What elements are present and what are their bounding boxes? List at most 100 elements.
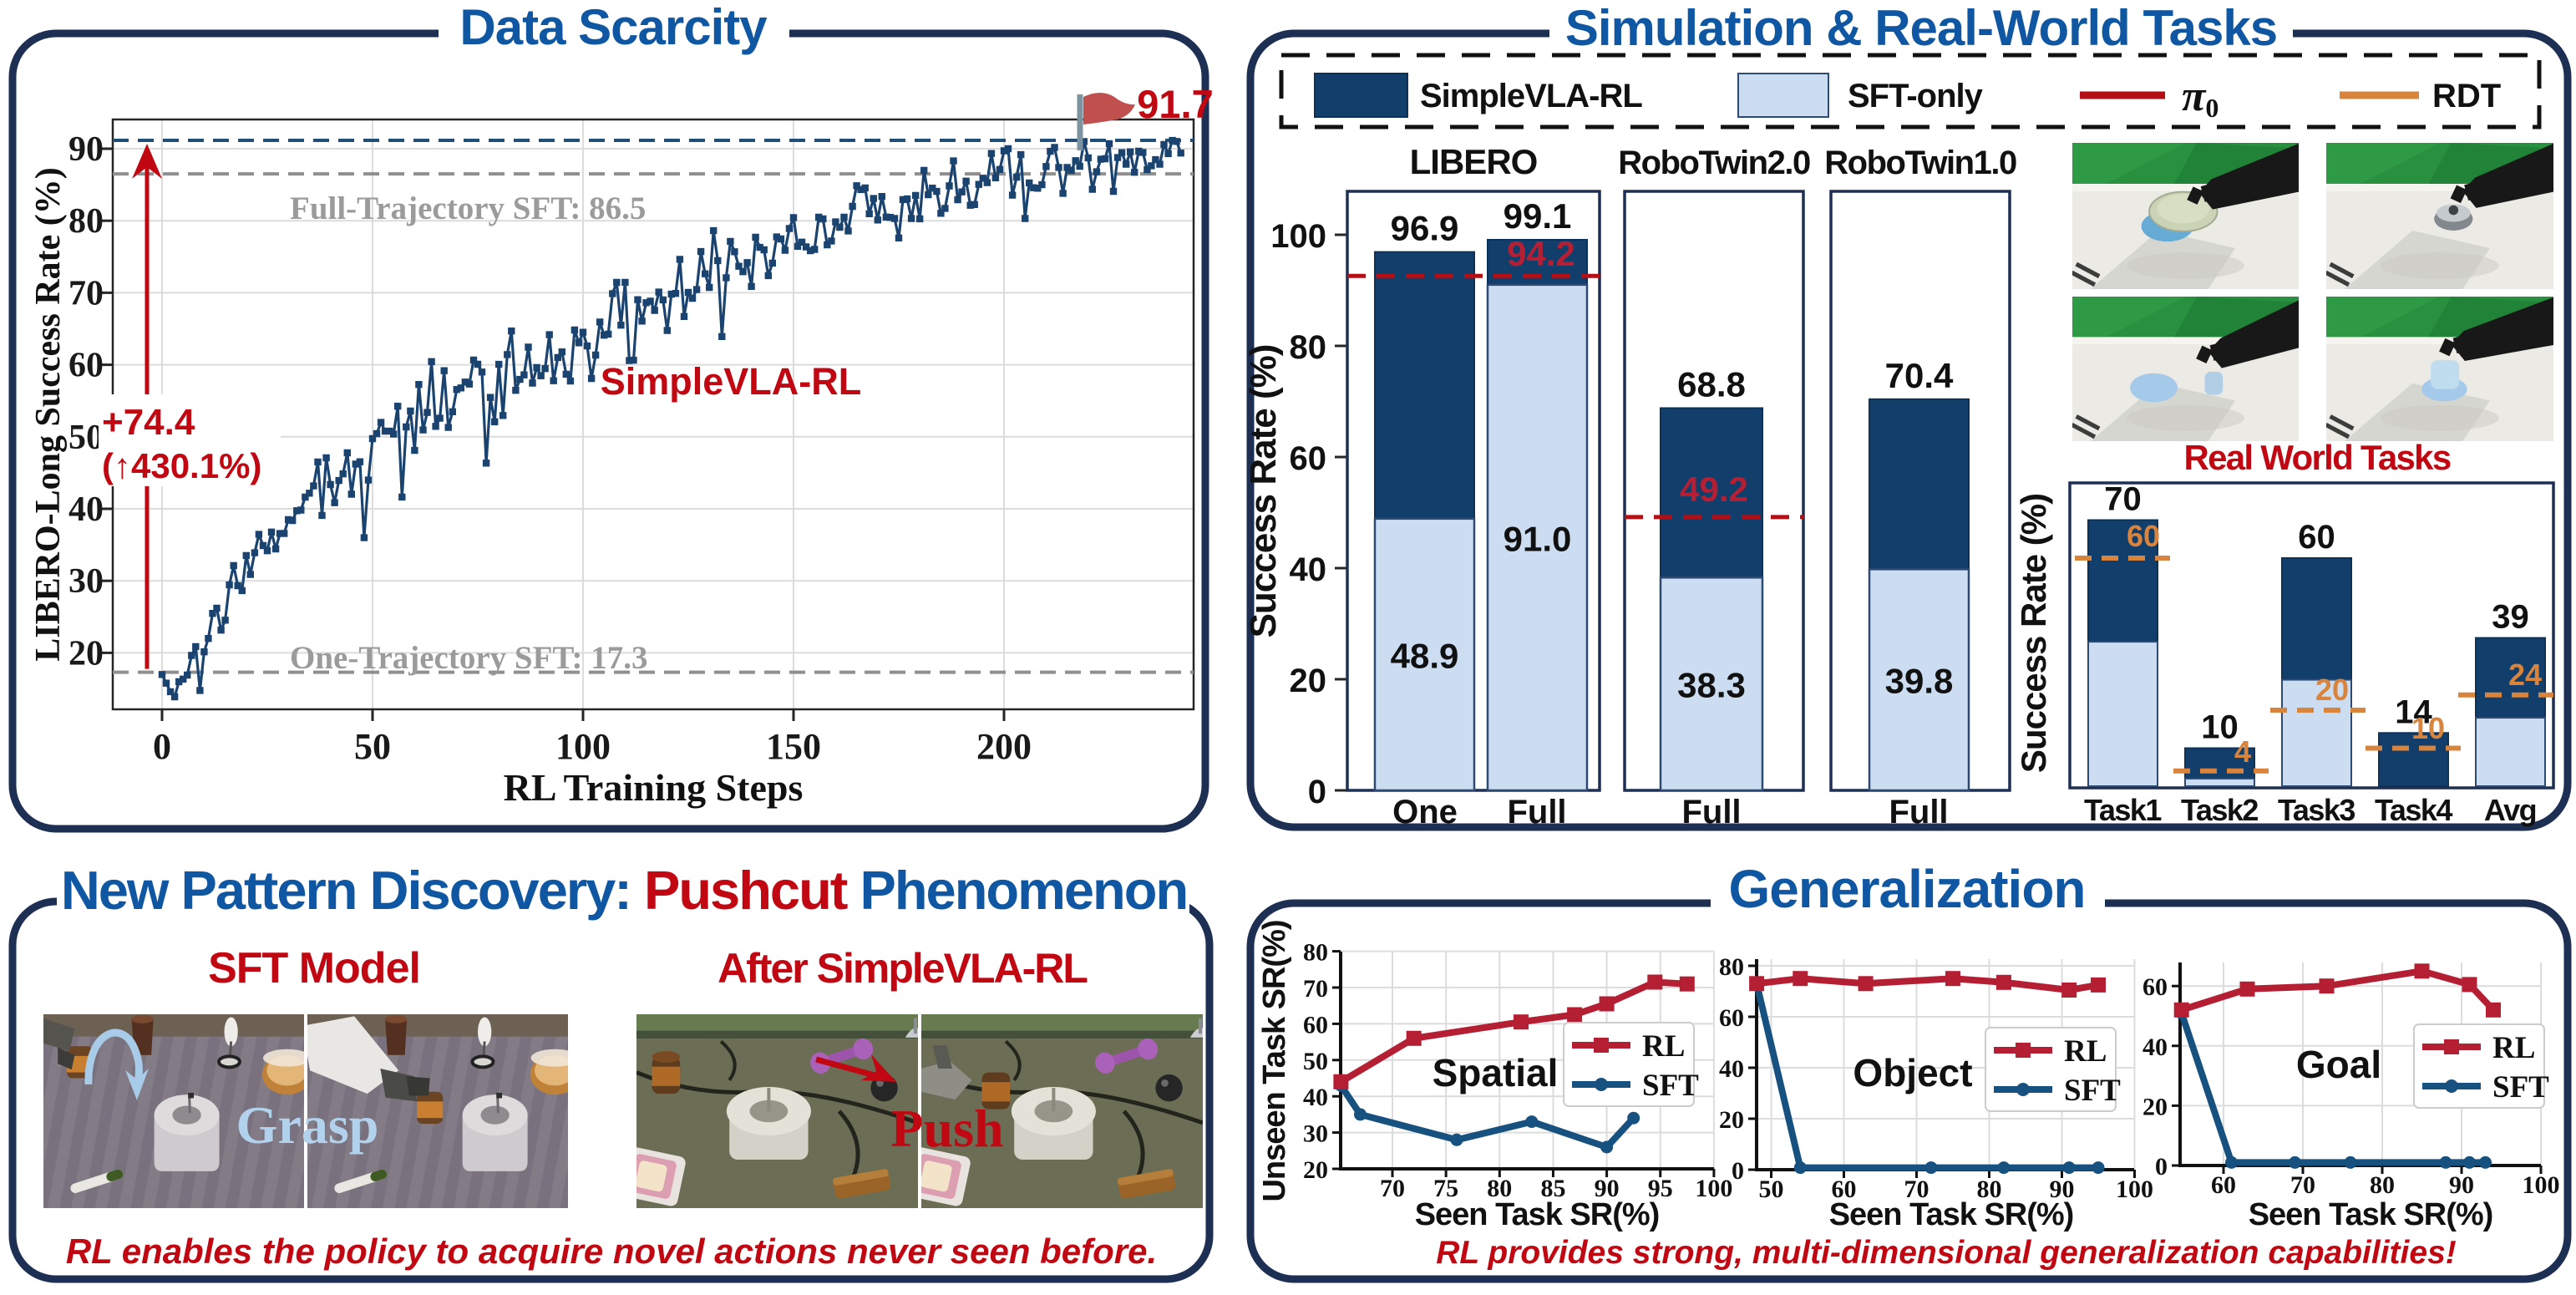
svg-text:Push: Push: [890, 1099, 1003, 1158]
svg-text:+74.4: +74.4: [102, 402, 195, 443]
svg-text:SFT: SFT: [1642, 1069, 1699, 1103]
svg-text:91.7: 91.7: [1137, 82, 1213, 126]
svg-text:Full-Trajectory SFT: 86.5: Full-Trajectory SFT: 86.5: [290, 190, 646, 226]
svg-text:40: 40: [2142, 1033, 2168, 1061]
svg-text:91.0: 91.0: [1504, 519, 1572, 558]
svg-text:LIBERO: LIBERO: [1410, 142, 1538, 181]
svg-text:99.1: 99.1: [1504, 196, 1572, 236]
svg-text:80: 80: [1290, 329, 1327, 366]
svg-text:0: 0: [1732, 1157, 1744, 1185]
svg-text:70: 70: [1904, 1176, 1929, 1203]
svg-text:96.9: 96.9: [1391, 209, 1459, 248]
svg-text:SFT: SFT: [2492, 1070, 2549, 1105]
svg-text:40: 40: [1303, 1084, 1328, 1111]
svg-text:60: 60: [2298, 519, 2335, 556]
svg-text:RoboTwin2.0: RoboTwin2.0: [1618, 145, 1810, 181]
svg-text:90: 90: [1595, 1175, 1620, 1202]
svg-text:70: 70: [1380, 1175, 1405, 1202]
svg-text:39: 39: [2492, 599, 2529, 636]
svg-text:70: 70: [68, 274, 104, 312]
svg-text:40: 40: [1719, 1055, 1744, 1083]
svg-text:75: 75: [1433, 1175, 1458, 1202]
svg-text:94.2: 94.2: [1507, 234, 1575, 273]
svg-text:RL: RL: [2492, 1031, 2535, 1065]
svg-text:RL Training Steps: RL Training Steps: [504, 766, 804, 809]
svg-text:68.8: 68.8: [1677, 364, 1746, 404]
svg-text:Generalization: Generalization: [1729, 859, 2086, 919]
svg-text:Spatial: Spatial: [1433, 1051, 1559, 1094]
svg-text:39.8: 39.8: [1885, 662, 1954, 701]
svg-text:10: 10: [2201, 709, 2239, 746]
svg-text:4: 4: [2234, 734, 2251, 769]
svg-text:SimpleVLA-RL: SimpleVLA-RL: [601, 360, 862, 403]
svg-text:60: 60: [1303, 1011, 1328, 1039]
svg-text:60: 60: [1832, 1176, 1857, 1203]
svg-text:Object: Object: [1853, 1051, 1972, 1094]
svg-text:60: 60: [1290, 440, 1327, 477]
svg-text:Seen Task SR(%): Seen Task SR(%): [1829, 1197, 2074, 1232]
svg-text:60: 60: [2211, 1171, 2236, 1199]
svg-text:30: 30: [1303, 1120, 1328, 1148]
svg-text:30: 30: [68, 562, 104, 601]
svg-text:20: 20: [68, 634, 104, 673]
svg-text:Task1: Task1: [2084, 793, 2162, 827]
svg-text:70: 70: [2104, 481, 2142, 518]
svg-text:LIBERO-Long Success Rate (%): LIBERO-Long Success Rate (%): [29, 167, 68, 662]
svg-text:Full: Full: [1889, 794, 1948, 830]
svg-text:20: 20: [1303, 1156, 1328, 1184]
svg-text:100: 100: [1695, 1175, 1732, 1202]
svg-text:SimpleVLA-RL: SimpleVLA-RL: [1420, 78, 1642, 114]
svg-text:90: 90: [2050, 1176, 2075, 1203]
svg-text:80: 80: [68, 202, 104, 241]
svg-text:24: 24: [2508, 658, 2542, 692]
svg-text:38.3: 38.3: [1677, 666, 1746, 705]
svg-text:20: 20: [1290, 663, 1327, 699]
svg-text:Task4: Task4: [2375, 793, 2452, 827]
svg-text:50: 50: [68, 419, 104, 457]
svg-text:RL: RL: [2064, 1034, 2107, 1069]
svg-text:60: 60: [2142, 973, 2168, 1001]
svg-text:Seen Task SR(%): Seen Task SR(%): [1415, 1197, 1660, 1232]
svg-text:One: One: [1392, 794, 1458, 830]
svg-text:0: 0: [153, 726, 171, 767]
svg-text:100: 100: [555, 726, 611, 767]
svg-text:80: 80: [2370, 1171, 2395, 1199]
svg-text:RL enables the policy to acqui: RL enables the policy to acquire novel a…: [66, 1232, 1157, 1271]
svg-text:SFT-only: SFT-only: [1848, 78, 1984, 114]
svg-text:Simulation & Real-World Tasks: Simulation & Real-World Tasks: [1565, 0, 2277, 56]
svg-text:80: 80: [1719, 953, 1744, 981]
svg-text:14: 14: [2395, 693, 2432, 730]
svg-text:Data Scarcity: Data Scarcity: [459, 0, 768, 55]
svg-text:40: 40: [1290, 551, 1327, 588]
svg-text:70: 70: [1303, 975, 1328, 1003]
svg-text:0: 0: [2155, 1153, 2168, 1181]
svg-text:New Pattern Discovery: Pushcut: New Pattern Discovery: Pushcut Phenomeno…: [61, 860, 1187, 921]
svg-text:π0: π0: [2182, 73, 2219, 123]
svg-text:After SimpleVLA-RL: After SimpleVLA-RL: [718, 945, 1087, 992]
svg-text:80: 80: [1487, 1175, 1512, 1202]
svg-text:49.2: 49.2: [1680, 470, 1748, 509]
svg-text:100: 100: [1270, 218, 1326, 255]
svg-text:Task3: Task3: [2278, 793, 2355, 827]
svg-text:Full: Full: [1507, 794, 1566, 830]
svg-text:Avg: Avg: [2484, 793, 2536, 827]
svg-text:40: 40: [68, 490, 104, 529]
svg-text:80: 80: [1303, 939, 1328, 967]
svg-text:150: 150: [766, 726, 821, 767]
svg-text:20: 20: [2142, 1093, 2168, 1120]
svg-text:RoboTwin1.0: RoboTwin1.0: [1824, 145, 2016, 181]
svg-text:(↑430.1%): (↑430.1%): [102, 446, 261, 485]
svg-text:70: 70: [2290, 1171, 2315, 1199]
svg-text:48.9: 48.9: [1391, 636, 1459, 675]
svg-text:50: 50: [1303, 1048, 1328, 1075]
svg-text:10: 10: [2411, 711, 2445, 745]
svg-text:RL provides strong, multi-dime: RL provides strong, multi-dimensional ge…: [1436, 1235, 2457, 1271]
svg-text:SFT Model: SFT Model: [208, 944, 420, 993]
svg-text:100: 100: [2116, 1176, 2153, 1203]
svg-text:Real World Tasks: Real World Tasks: [2183, 438, 2450, 477]
svg-text:Seen Task SR(%): Seen Task SR(%): [2249, 1197, 2493, 1232]
svg-text:Success Rate (%): Success Rate (%): [1243, 345, 1284, 638]
svg-text:20: 20: [1719, 1106, 1744, 1134]
svg-text:60: 60: [1719, 1004, 1744, 1032]
svg-text:Success Rate (%): Success Rate (%): [2014, 494, 2053, 773]
